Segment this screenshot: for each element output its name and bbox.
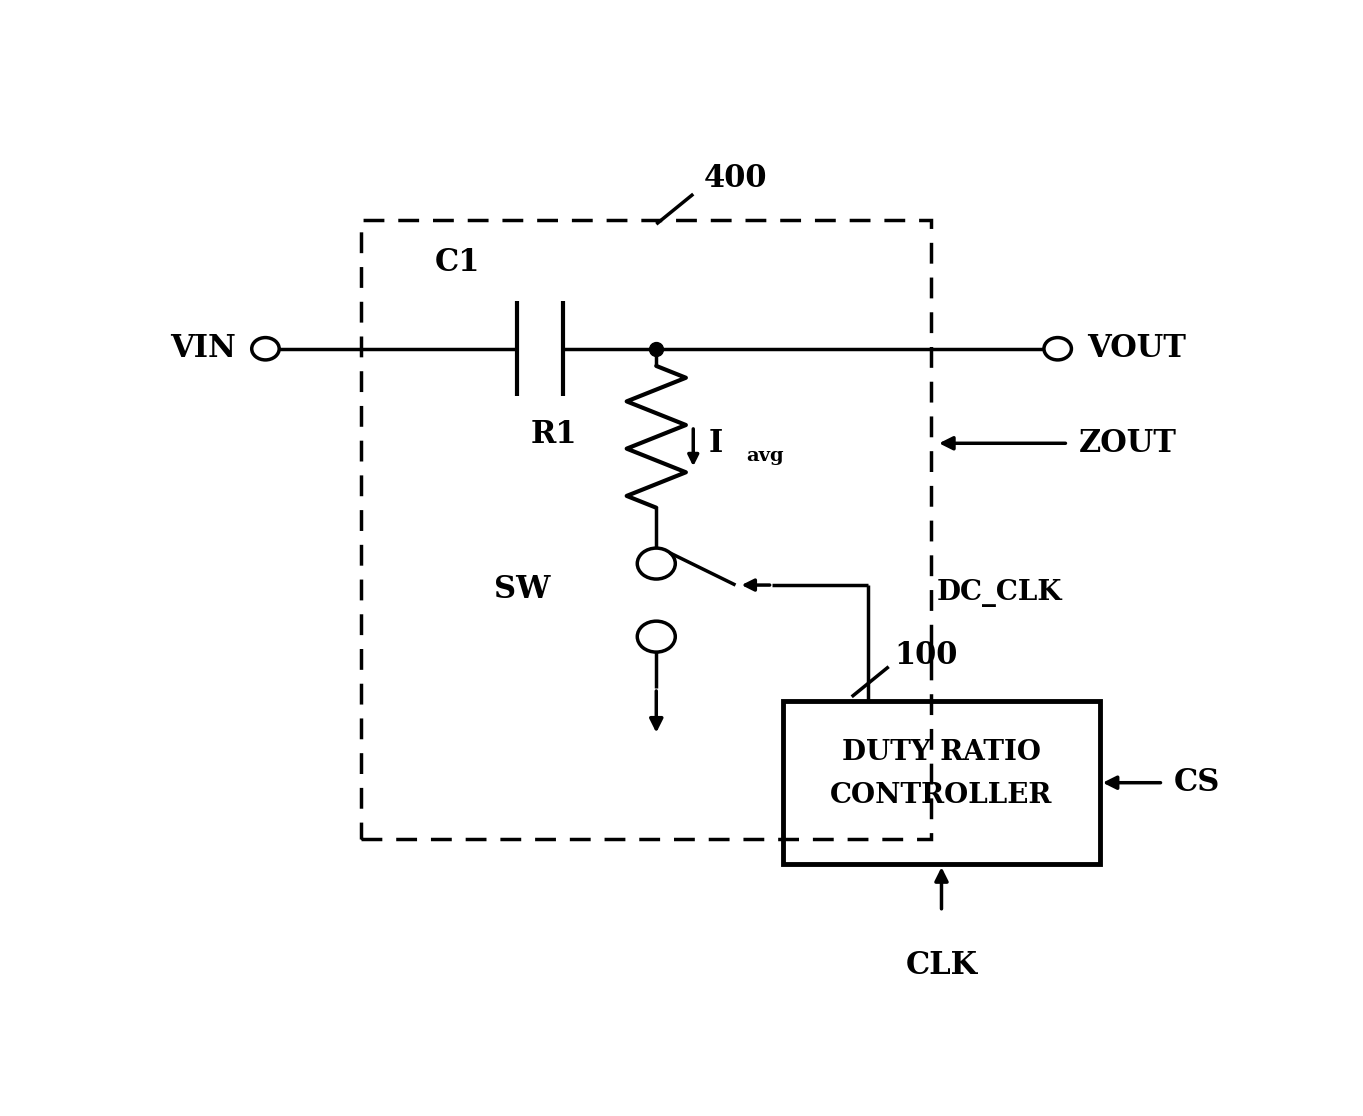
Text: R1: R1 [530, 420, 577, 450]
Text: VIN: VIN [170, 334, 236, 364]
Text: SW: SW [495, 574, 551, 605]
Bar [782, 701, 1100, 864]
Text: CONTROLLER: CONTROLLER [830, 782, 1052, 809]
Bar [360, 220, 931, 838]
Text: DUTY RATIO: DUTY RATIO [842, 739, 1041, 766]
Text: avg: avg [746, 448, 784, 465]
Text: DC_CLK: DC_CLK [936, 578, 1062, 606]
Text: I: I [709, 427, 724, 459]
Text: C1: C1 [435, 248, 480, 278]
Text: 100: 100 [894, 639, 957, 671]
Text: CLK: CLK [905, 951, 977, 981]
Text: 400: 400 [703, 163, 767, 194]
Text: CS: CS [1174, 767, 1220, 798]
Text: ZOUT: ZOUT [1079, 427, 1176, 459]
Text: VOUT: VOUT [1088, 334, 1186, 364]
